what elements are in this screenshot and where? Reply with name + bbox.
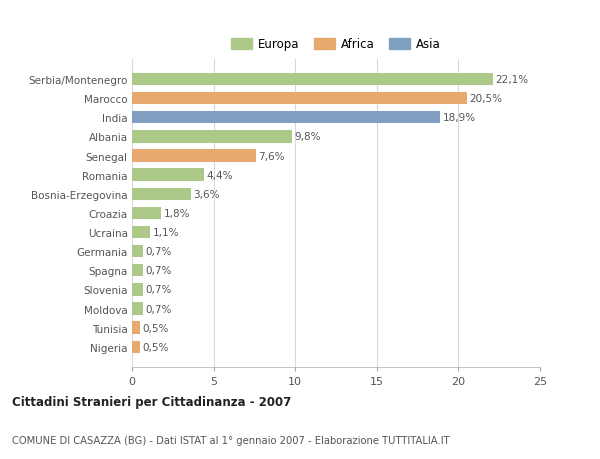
Bar — [132, 207, 161, 220]
Text: COMUNE DI CASAZZA (BG) - Dati ISTAT al 1° gennaio 2007 - Elaborazione TUTTITALIA: COMUNE DI CASAZZA (BG) - Dati ISTAT al 1… — [12, 435, 449, 445]
Bar — [132, 302, 143, 315]
Bar — [132, 264, 143, 277]
Bar — [132, 112, 440, 124]
Text: 7,6%: 7,6% — [259, 151, 285, 161]
Text: 9,8%: 9,8% — [295, 132, 321, 142]
Text: 0,7%: 0,7% — [146, 266, 172, 276]
Text: 3,6%: 3,6% — [193, 190, 220, 199]
Text: 0,5%: 0,5% — [143, 342, 169, 352]
Bar — [132, 93, 467, 105]
Bar — [132, 73, 493, 86]
Legend: Europa, Africa, Asia: Europa, Africa, Asia — [227, 35, 445, 55]
Text: 0,5%: 0,5% — [143, 323, 169, 333]
Text: Cittadini Stranieri per Cittadinanza - 2007: Cittadini Stranieri per Cittadinanza - 2… — [12, 396, 291, 409]
Text: 18,9%: 18,9% — [443, 113, 476, 123]
Text: 0,7%: 0,7% — [146, 246, 172, 257]
Bar — [132, 322, 140, 334]
Text: 1,8%: 1,8% — [164, 208, 190, 218]
Bar — [132, 131, 292, 143]
Text: 4,4%: 4,4% — [206, 170, 233, 180]
Bar — [132, 341, 140, 353]
Text: 20,5%: 20,5% — [469, 94, 502, 104]
Bar — [132, 150, 256, 162]
Bar — [132, 169, 204, 181]
Text: 0,7%: 0,7% — [146, 304, 172, 314]
Bar — [132, 284, 143, 296]
Bar — [132, 226, 150, 239]
Text: 0,7%: 0,7% — [146, 285, 172, 295]
Bar — [132, 188, 191, 201]
Text: 1,1%: 1,1% — [152, 228, 179, 237]
Bar — [132, 246, 143, 258]
Text: 22,1%: 22,1% — [495, 75, 528, 85]
